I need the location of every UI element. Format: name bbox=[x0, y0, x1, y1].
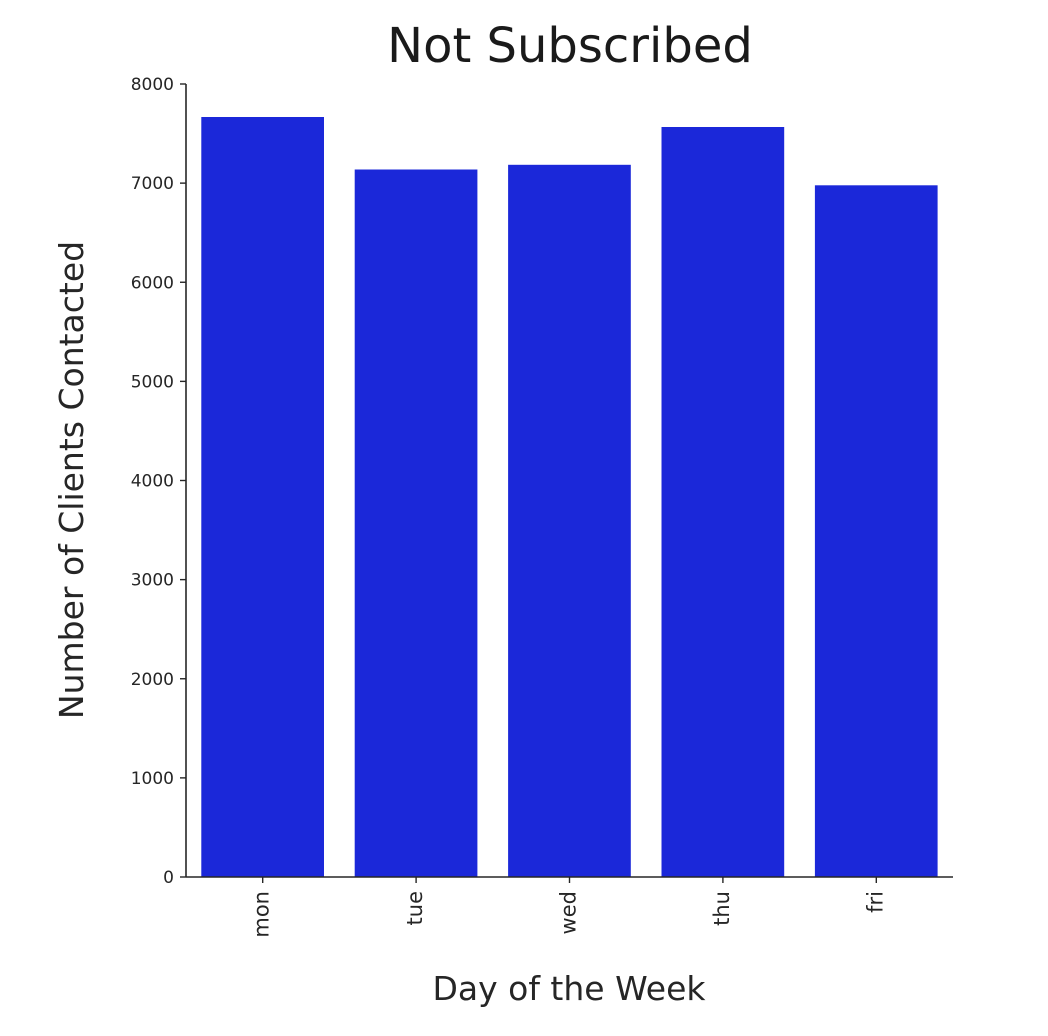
y-axis-label: Number of Clients Contacted bbox=[52, 241, 91, 719]
chart-title: Not Subscribed bbox=[387, 18, 753, 74]
y-tick-label: 5000 bbox=[131, 372, 174, 392]
y-tick-label: 1000 bbox=[131, 769, 174, 789]
x-tick-label-wed: wed bbox=[557, 891, 581, 934]
x-tick-label-thu: thu bbox=[710, 891, 734, 926]
x-tick-label-mon: mon bbox=[250, 891, 274, 938]
bar-thu bbox=[661, 127, 785, 877]
y-axis: 0 1000 2000 3000 4000 5000 6000 7000 8000 bbox=[131, 75, 187, 888]
bar-tue bbox=[354, 169, 478, 877]
y-tick-label: 0 bbox=[163, 868, 174, 888]
y-tick-label: 8000 bbox=[131, 75, 174, 95]
x-axis-label: Day of the Week bbox=[432, 969, 706, 1008]
bar-mon bbox=[201, 117, 324, 877]
bar-fri bbox=[814, 185, 938, 878]
x-axis: mon tue wed thu fri bbox=[186, 876, 953, 938]
x-tick-label-tue: tue bbox=[403, 891, 427, 925]
x-tick-label-fri: fri bbox=[863, 891, 887, 913]
y-tick-label: 4000 bbox=[131, 472, 174, 492]
bar-wed bbox=[508, 164, 631, 878]
bars-group bbox=[201, 117, 938, 878]
y-tick-label: 6000 bbox=[131, 273, 174, 293]
y-tick-label: 3000 bbox=[131, 571, 174, 591]
y-tick-label: 7000 bbox=[131, 174, 174, 194]
y-tick-label: 2000 bbox=[131, 670, 174, 690]
